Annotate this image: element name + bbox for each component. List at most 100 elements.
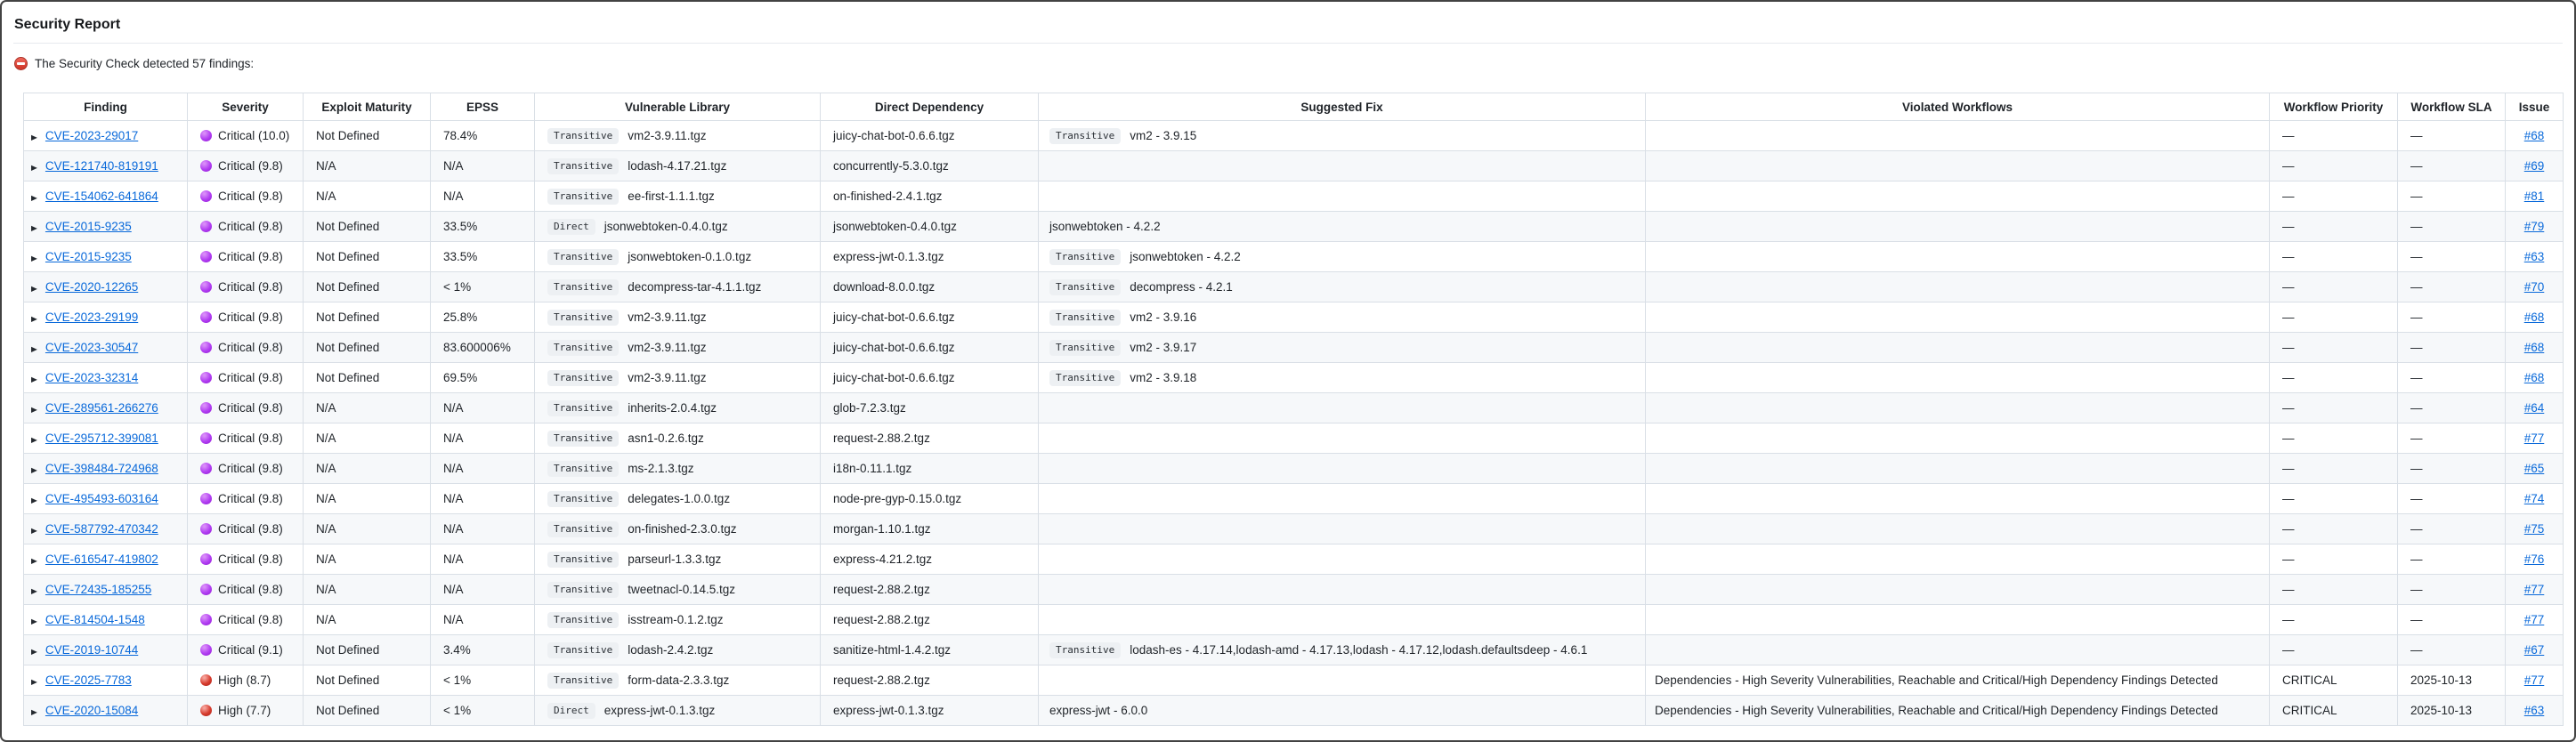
issue-link[interactable]: #76 — [2523, 552, 2545, 566]
row-expander-icon[interactable]: ▶ — [31, 677, 37, 686]
issue-link[interactable]: #77 — [2523, 613, 2545, 626]
issue-link[interactable]: #68 — [2523, 371, 2545, 384]
finding-link[interactable]: CVE-289561-266276 — [45, 401, 158, 415]
severity-label: Critical (9.8) — [218, 552, 283, 566]
issue-link[interactable]: #81 — [2523, 190, 2545, 203]
finding-link[interactable]: CVE-2023-32314 — [45, 371, 139, 384]
row-expander-icon[interactable]: ▶ — [31, 526, 37, 535]
finding-link[interactable]: CVE-121740-819191 — [45, 159, 158, 173]
workflow-priority-value: — — [2269, 604, 2398, 635]
suggested-fix-value: jsonwebtoken - 4.2.2 — [1038, 211, 1646, 242]
row-expander-icon[interactable]: ▶ — [31, 647, 37, 656]
suggested-fix-value: Transitive decompress - 4.2.1 — [1038, 271, 1646, 302]
vulnerable-library-value: Transitive tweetnacl-0.14.5.tgz — [534, 574, 821, 605]
direct-dependency-value: express-4.21.2.tgz — [820, 544, 1039, 575]
epss-value: 25.8% — [430, 302, 535, 333]
scope-badge: Transitive — [1049, 641, 1122, 658]
issue-link[interactable]: #68 — [2523, 311, 2545, 324]
row-expander-icon[interactable]: ▶ — [31, 284, 37, 293]
finding-link[interactable]: CVE-2015-9235 — [45, 250, 132, 263]
finding-link[interactable]: CVE-295712-399081 — [45, 431, 158, 445]
severity-critical-icon — [200, 614, 212, 625]
workflow-priority-value: — — [2269, 392, 2398, 423]
violated-workflows-value — [1645, 211, 2270, 242]
issue-link[interactable]: #64 — [2523, 401, 2545, 415]
finding-link[interactable]: CVE-616547-419802 — [45, 552, 158, 566]
severity-label: Critical (9.8) — [218, 311, 283, 324]
issue-link[interactable]: #68 — [2523, 129, 2545, 142]
table-row: ▶ CVE-289561-266276 Critical (9.8) N/A N/A Tr… — [23, 392, 2564, 423]
epss-value: 69.5% — [430, 362, 535, 393]
direct-dependency-value: juicy-chat-bot-0.6.6.tgz — [820, 362, 1039, 393]
suggested-fix-value: Transitive jsonwebtoken - 4.2.2 — [1038, 241, 1646, 272]
finding-link[interactable]: CVE-2023-29199 — [45, 311, 139, 324]
finding-link[interactable]: CVE-154062-641864 — [45, 190, 158, 203]
direct-dependency-value: node-pre-gyp-0.15.0.tgz — [820, 483, 1039, 514]
finding-link[interactable]: CVE-2020-15084 — [45, 704, 139, 717]
row-expander-icon[interactable]: ▶ — [31, 193, 37, 202]
row-expander-icon[interactable]: ▶ — [31, 465, 37, 474]
severity-critical-icon — [200, 463, 212, 474]
row-expander-icon[interactable]: ▶ — [31, 344, 37, 353]
issue-link[interactable]: #63 — [2523, 250, 2545, 263]
row-expander-icon[interactable]: ▶ — [31, 375, 37, 383]
severity-high-icon — [200, 674, 212, 686]
row-expander-icon[interactable]: ▶ — [31, 707, 37, 716]
finding-link[interactable]: CVE-2020-12265 — [45, 280, 139, 294]
finding-link[interactable]: CVE-72435-185255 — [45, 583, 152, 596]
workflow-sla-value: — — [2397, 453, 2506, 484]
direct-dependency-value: juicy-chat-bot-0.6.6.tgz — [820, 302, 1039, 333]
row-expander-icon[interactable]: ▶ — [31, 314, 37, 323]
scope-badge: Transitive — [1049, 278, 1122, 295]
suggested-fix-value — [1038, 513, 1646, 544]
workflow-priority-value: — — [2269, 483, 2398, 514]
row-expander-icon[interactable]: ▶ — [31, 617, 37, 625]
table-row: ▶ CVE-398484-724968 Critical (9.8) N/A N/A Tr… — [23, 453, 2564, 484]
workflow-sla-value: — — [2397, 513, 2506, 544]
row-expander-icon[interactable]: ▶ — [31, 556, 37, 565]
finding-link[interactable]: CVE-2023-29017 — [45, 129, 139, 142]
violated-workflows-value — [1645, 574, 2270, 605]
finding-link[interactable]: CVE-495493-603164 — [45, 492, 158, 505]
scope-badge: Direct — [547, 218, 595, 235]
row-expander-icon[interactable]: ▶ — [31, 223, 37, 232]
vulnerable-library-value: Transitive parseurl-1.3.3.tgz — [534, 544, 821, 575]
row-expander-icon[interactable]: ▶ — [31, 163, 37, 172]
exploit-maturity-value: N/A — [303, 453, 431, 484]
issue-link[interactable]: #63 — [2523, 704, 2545, 717]
issue-link[interactable]: #79 — [2523, 220, 2545, 233]
epss-value: < 1% — [430, 665, 535, 696]
row-expander-icon[interactable]: ▶ — [31, 586, 37, 595]
issue-link[interactable]: #70 — [2523, 280, 2545, 294]
direct-dependency-value: download-8.0.0.tgz — [820, 271, 1039, 302]
exploit-maturity-value: Not Defined — [303, 665, 431, 696]
finding-link[interactable]: CVE-2019-10744 — [45, 643, 139, 657]
direct-dependency-value: request-2.88.2.tgz — [820, 423, 1039, 454]
row-expander-icon[interactable]: ▶ — [31, 405, 37, 414]
issue-link[interactable]: #77 — [2523, 583, 2545, 596]
row-expander-icon[interactable]: ▶ — [31, 133, 37, 141]
workflow-priority-value: — — [2269, 271, 2398, 302]
issue-link[interactable]: #67 — [2523, 643, 2545, 657]
issue-link[interactable]: #75 — [2523, 522, 2545, 536]
row-expander-icon[interactable]: ▶ — [31, 435, 37, 444]
issue-link[interactable]: #77 — [2523, 673, 2545, 687]
table-row: ▶ CVE-2015-9235 Critical (9.8) Not Defined 3… — [23, 211, 2564, 242]
issue-link[interactable]: #69 — [2523, 159, 2545, 173]
issue-link[interactable]: #74 — [2523, 492, 2545, 505]
row-expander-icon[interactable]: ▶ — [31, 254, 37, 262]
finding-link[interactable]: CVE-2023-30547 — [45, 341, 139, 354]
suggested-fix-value — [1038, 423, 1646, 454]
workflow-sla-value: — — [2397, 120, 2506, 151]
row-expander-icon[interactable]: ▶ — [31, 496, 37, 504]
finding-link[interactable]: CVE-2015-9235 — [45, 220, 132, 233]
issue-link[interactable]: #68 — [2523, 341, 2545, 354]
issue-link[interactable]: #65 — [2523, 462, 2545, 475]
issue-link[interactable]: #77 — [2523, 431, 2545, 445]
finding-link[interactable]: CVE-2025-7783 — [45, 673, 132, 687]
scope-badge: Transitive — [547, 581, 620, 598]
finding-link[interactable]: CVE-398484-724968 — [45, 462, 158, 475]
finding-link[interactable]: CVE-814504-1548 — [45, 613, 145, 626]
finding-link[interactable]: CVE-587792-470342 — [45, 522, 158, 536]
